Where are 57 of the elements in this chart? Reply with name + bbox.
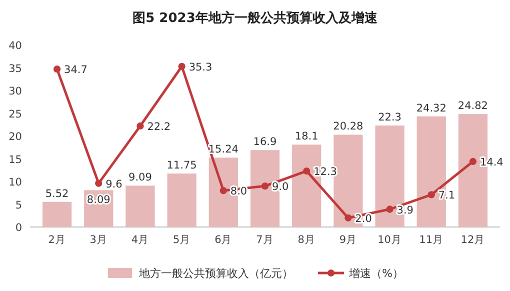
y-tick-label: 20 bbox=[8, 131, 22, 143]
point bbox=[220, 187, 227, 194]
data-label: 9.0 bbox=[272, 181, 289, 194]
x-tick-label: 9月 bbox=[339, 234, 358, 246]
data-label: 22.2 bbox=[147, 120, 171, 133]
point bbox=[386, 206, 394, 213]
data-label: 24.32 bbox=[416, 102, 446, 114]
bar bbox=[126, 186, 155, 227]
data-label: 2.0 bbox=[355, 212, 372, 225]
x-tick-label: 10月 bbox=[378, 234, 402, 246]
y-tick-label: 10 bbox=[8, 176, 22, 188]
data-label: 9.6 bbox=[106, 178, 123, 190]
x-tick-label: 7月 bbox=[256, 234, 274, 246]
data-label: 7.1 bbox=[438, 190, 456, 202]
x-tick-label: 12月 bbox=[460, 234, 486, 246]
y-tick-label: 5 bbox=[15, 199, 22, 212]
bar bbox=[167, 174, 196, 227]
point bbox=[95, 180, 102, 187]
data-label: 8.09 bbox=[86, 194, 110, 206]
bar bbox=[42, 202, 72, 227]
y-tick-label: 35 bbox=[8, 62, 22, 75]
point bbox=[136, 122, 144, 130]
chart-title: 图5 2023年地方一般公共预算收入及增速 bbox=[132, 10, 378, 26]
point bbox=[428, 191, 435, 198]
data-label: 16.9 bbox=[253, 136, 277, 148]
data-label: 18.1 bbox=[294, 130, 318, 143]
y-tick-label: 25 bbox=[8, 108, 22, 120]
x-tick-label: 8月 bbox=[298, 234, 316, 246]
y-tick-label: 30 bbox=[8, 86, 22, 98]
data-label: 14.4 bbox=[480, 156, 504, 168]
point bbox=[261, 182, 269, 190]
data-label: 22.3 bbox=[378, 112, 402, 124]
point bbox=[303, 167, 310, 175]
data-label: 34.7 bbox=[64, 64, 88, 76]
point bbox=[178, 62, 186, 70]
y-tick-label: 15 bbox=[8, 154, 22, 166]
data-label: 9.09 bbox=[128, 172, 152, 184]
x-tick-label: 3月 bbox=[90, 234, 108, 246]
legend-label: 增速（%） bbox=[348, 267, 404, 280]
data-label: 12.3 bbox=[314, 166, 337, 178]
x-tick-label: 5月 bbox=[172, 234, 191, 246]
data-label: 24.82 bbox=[458, 100, 488, 112]
point bbox=[344, 214, 352, 222]
data-label: 20.28 bbox=[333, 120, 364, 133]
x-tick-label: 11月 bbox=[419, 234, 444, 246]
x-tick-label: 2月 bbox=[48, 234, 66, 246]
data-label: 5.52 bbox=[45, 188, 69, 200]
y-tick-label: 0 bbox=[15, 222, 22, 234]
data-label: 3.9 bbox=[396, 204, 414, 216]
data-label: 35.3 bbox=[188, 61, 212, 74]
data-label: 11.75 bbox=[166, 160, 197, 172]
point bbox=[53, 66, 61, 73]
legend-label: 地方一般公共预算收入（亿元） bbox=[138, 267, 293, 280]
y-tick-label: 40 bbox=[8, 40, 22, 52]
x-tick-label: 4月 bbox=[131, 234, 150, 246]
x-tick-label: 6月 bbox=[214, 234, 232, 246]
point bbox=[469, 158, 477, 166]
